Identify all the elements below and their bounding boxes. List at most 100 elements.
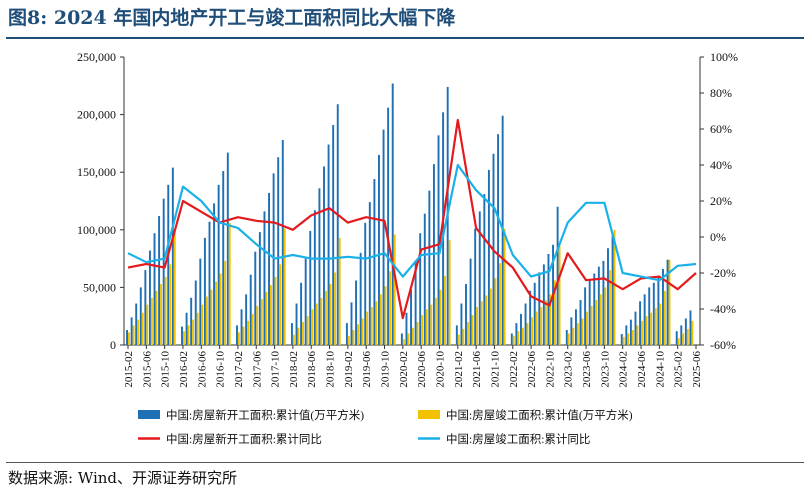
- left-tick-label: 50,000: [83, 280, 116, 294]
- starts-bar: [625, 325, 628, 345]
- starts-bar: [364, 222, 367, 345]
- completions-bar: [489, 288, 492, 345]
- starts-bar: [648, 287, 651, 345]
- completions-bar: [668, 259, 671, 345]
- legend-label: 中国:房屋新开工面积:累计同比: [166, 432, 322, 446]
- starts-bar: [208, 221, 211, 345]
- completions-bar: [554, 280, 556, 345]
- right-tick-label: -60%: [710, 338, 736, 352]
- starts-bar: [139, 287, 142, 345]
- completions-bar: [540, 306, 543, 345]
- completions-bar: [572, 327, 575, 345]
- completions-bar: [352, 330, 355, 345]
- starts-bar: [373, 179, 376, 345]
- completions-bar: [521, 327, 524, 345]
- completions-bar: [526, 323, 529, 345]
- completions-bar: [480, 301, 483, 345]
- legend-label: 中国:房屋新开工面积:累计值(万平方米): [166, 408, 364, 422]
- starts-bar: [602, 260, 605, 345]
- starts-bar: [662, 268, 664, 345]
- starts-bar: [391, 83, 394, 345]
- right-tick-label: 80%: [710, 86, 732, 100]
- completions-bar: [242, 326, 245, 345]
- source-divider: [6, 462, 804, 463]
- starts-bar: [185, 312, 188, 345]
- x-tick-label: 2022-10: [544, 351, 556, 388]
- starts-bar: [203, 237, 206, 345]
- completions-bar: [444, 275, 446, 345]
- x-tick-label: 2016-10: [215, 351, 227, 388]
- x-tick-label: 2024-06: [636, 351, 648, 388]
- right-tick-label: 20%: [710, 194, 732, 208]
- completions-bar: [517, 331, 520, 345]
- completions-bar: [659, 303, 662, 345]
- completions-bar: [549, 294, 552, 345]
- completions-bar: [650, 312, 653, 345]
- starts-bar: [277, 157, 280, 345]
- x-tick-label: 2015-02: [123, 351, 135, 388]
- starts-bar: [181, 326, 183, 345]
- chart-title: 图8: 2024 年国内地产开工与竣工面积同比大幅下降: [8, 7, 456, 29]
- completions-bar: [324, 290, 327, 345]
- completions-bar: [379, 294, 382, 345]
- completions-bar: [219, 273, 222, 345]
- x-tick-label: 2017-06: [251, 351, 263, 388]
- starts-bar: [400, 333, 403, 345]
- completions-bar: [247, 320, 250, 345]
- data-source: 数据来源: Wind、开源证券研究所: [8, 469, 238, 487]
- left-tick-label: 150,000: [77, 165, 116, 179]
- completions-bar: [439, 289, 442, 345]
- x-tick-label: 2015-10: [160, 351, 172, 388]
- completions-bar: [155, 290, 158, 345]
- starts-bar: [410, 289, 412, 345]
- left-tick-label: 0: [110, 338, 116, 352]
- completions-bar: [466, 321, 469, 345]
- completions-bar: [192, 319, 195, 345]
- starts-bar: [588, 280, 591, 345]
- completions-bar: [499, 263, 501, 345]
- completions-bar: [581, 318, 584, 345]
- starts-bar: [327, 144, 330, 345]
- completions-bar: [311, 309, 314, 345]
- x-tick-label: 2018-06: [306, 351, 318, 388]
- completions-bar: [663, 290, 666, 345]
- starts-bar: [474, 228, 477, 345]
- starts-bar: [465, 283, 467, 345]
- completions-bar: [421, 315, 424, 345]
- completions-bar: [256, 305, 259, 345]
- completions-bar: [210, 289, 213, 345]
- starts-bar: [570, 317, 573, 345]
- starts-bar: [520, 313, 522, 345]
- starts-bar: [579, 300, 582, 345]
- completions-bar: [164, 277, 167, 345]
- completions-bar: [270, 285, 272, 345]
- completions-bar: [375, 301, 378, 345]
- x-tick-label: 2019-02: [343, 351, 355, 388]
- x-tick-label: 2018-02: [288, 351, 300, 388]
- chart: 0 50,000 100,000 150,000 200,000 250,000 -60% -…: [77, 50, 738, 446]
- starts-bar: [345, 323, 348, 345]
- completions-bar: [608, 270, 611, 345]
- right-tick-label: 60%: [710, 122, 732, 136]
- completions-bar: [407, 333, 410, 345]
- completions-bar: [402, 339, 405, 345]
- starts-bar: [258, 232, 261, 345]
- starts-bar: [643, 294, 646, 345]
- completions-bar: [627, 333, 630, 345]
- completions-bar: [283, 228, 286, 345]
- x-tick-label: 2021-06: [471, 351, 483, 388]
- x-tick-label: 2024-02: [618, 351, 630, 388]
- completions-bar: [604, 287, 607, 345]
- starts-bar: [144, 270, 147, 345]
- x-tick-label: 2017-10: [270, 351, 282, 388]
- x-tick-label: 2015-06: [141, 351, 153, 388]
- completions-bar: [150, 297, 153, 345]
- completions-bar: [357, 324, 359, 345]
- completions-bar: [215, 281, 217, 345]
- starts-bar: [483, 194, 486, 345]
- completions-bar: [141, 312, 144, 345]
- completions-bar: [297, 327, 300, 345]
- completions-bar: [265, 292, 268, 345]
- x-tick-label: 2016-06: [196, 351, 208, 388]
- completions-bar: [137, 319, 140, 345]
